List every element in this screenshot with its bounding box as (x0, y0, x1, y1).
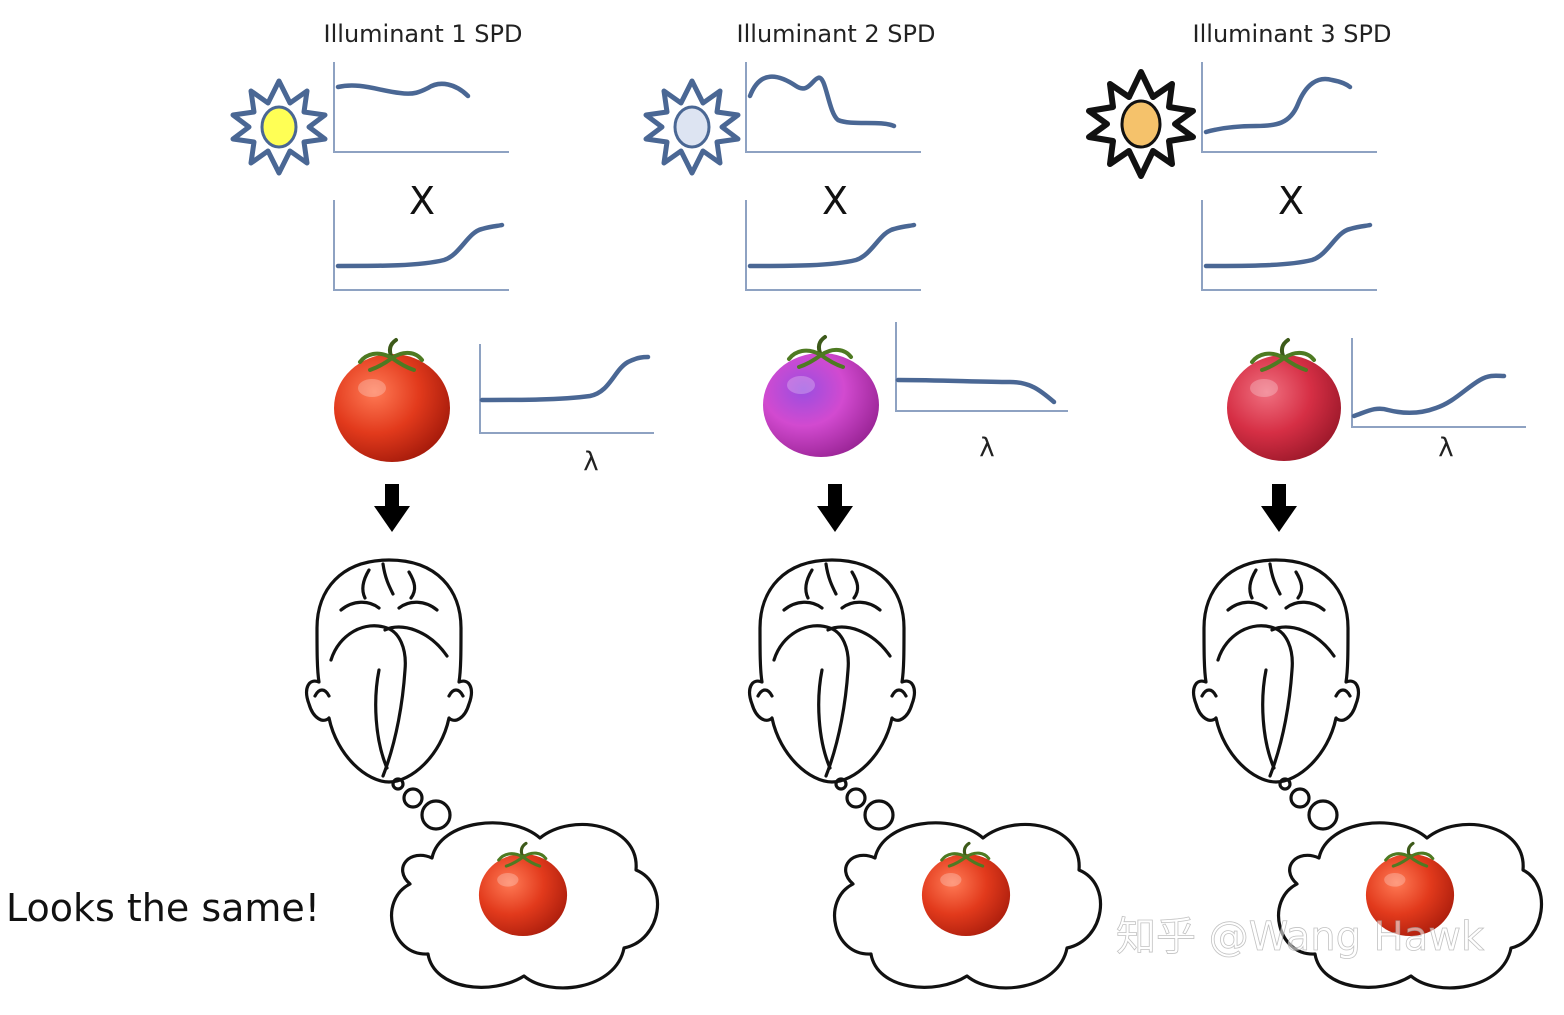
tomato-image (763, 335, 879, 457)
sun-disk (673, 105, 711, 149)
head-sketch-icon (748, 558, 916, 784)
wavelength-axis-label: λ (979, 433, 994, 463)
wavelength-axis-label: λ (583, 447, 598, 477)
perceived-tomato-image (478, 841, 568, 937)
reflectance-plot (1201, 200, 1377, 291)
illuminant-spd-plot (333, 62, 509, 153)
panel-illuminant-1: Illuminant 1 SPD X λ (230, 20, 660, 990)
reflected-spectrum-plot: λ (479, 344, 654, 477)
down-arrow-icon (374, 484, 410, 532)
wavelength-axis-label: λ (1438, 433, 1453, 463)
down-arrow-icon (817, 484, 853, 532)
sun-icon (1086, 69, 1196, 179)
multiply-sign: X (409, 179, 435, 223)
reflectance-curve (747, 222, 917, 269)
spd-curve (747, 74, 897, 129)
sun-icon (230, 78, 328, 176)
reflectance-curve (335, 222, 505, 269)
reflectance-plot (745, 200, 921, 291)
thought-bubble (833, 777, 1103, 990)
thought-bubble (1277, 777, 1544, 990)
reflected-curve (895, 377, 1057, 405)
watermark-text: 知乎 @Wang Hawk (1116, 914, 1485, 960)
perceived-tomato-image (1365, 841, 1455, 937)
reflected-spectrum-plot: λ (895, 322, 1068, 463)
sun-disk (1120, 99, 1162, 149)
reflected-curve (479, 354, 651, 403)
spd-curve (335, 81, 471, 99)
spd-curve (1203, 76, 1353, 135)
multiply-sign: X (822, 179, 848, 223)
thought-bubble (390, 777, 660, 990)
panel-title: Illuminant 3 SPD (1193, 20, 1392, 48)
sun-icon (643, 78, 741, 176)
multiply-sign: X (1278, 179, 1304, 223)
sun-disk (260, 105, 298, 149)
reflectance-plot (333, 200, 509, 291)
illuminant-spd-plot (745, 62, 921, 153)
panel-title: Illuminant 2 SPD (737, 20, 936, 48)
panel-illuminant-3: Illuminant 3 SPD X λ (1086, 20, 1544, 990)
caption-text: Looks the same! (6, 886, 320, 930)
tomato-image (334, 338, 450, 462)
tomato-image (1227, 338, 1341, 461)
head-sketch-icon (305, 558, 473, 784)
reflectance-curve (1203, 222, 1373, 269)
perceived-tomato-image (921, 841, 1011, 937)
reflected-curve (1351, 373, 1507, 419)
panel-illuminant-2: Illuminant 2 SPD X λ (643, 20, 1103, 990)
reflected-spectrum-plot: λ (1351, 338, 1526, 463)
illuminant-spd-plot (1201, 62, 1377, 153)
panel-title: Illuminant 1 SPD (324, 20, 523, 48)
head-sketch-icon (1192, 558, 1360, 784)
down-arrow-icon (1261, 484, 1297, 532)
